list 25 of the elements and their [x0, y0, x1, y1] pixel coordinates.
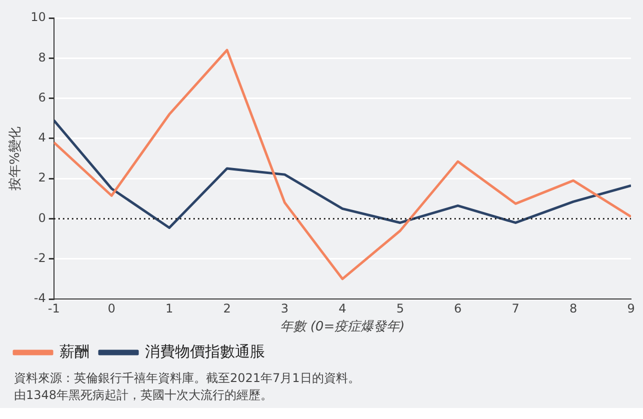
y-tick-label: -2: [34, 250, 46, 265]
y-tick-label: 8: [38, 50, 46, 64]
y-tick-label: 0: [38, 210, 46, 225]
x-tick-label: 3: [280, 301, 289, 316]
text: 由1348年黑死病起計，英國十次大流行的經歷。: [14, 387, 274, 404]
x-axis-title: 年數 (0=疫症爆發年): [280, 320, 405, 335]
x-tick-label: 6: [454, 301, 462, 316]
x-tick-label: 9: [627, 301, 635, 316]
legend-label: 消費物價指數通脹: [145, 342, 265, 360]
y-tick-label: 6: [38, 90, 46, 104]
y-tick-label: 10: [30, 10, 46, 24]
x-tick-label: 4: [338, 301, 346, 316]
y-tick-label: -4: [34, 291, 46, 306]
y-axis-title: 按年%變化: [8, 126, 24, 191]
x-tick-label: 7: [512, 301, 520, 316]
x-tick-label: 1: [165, 301, 174, 316]
x-tick-label: 0: [108, 301, 116, 316]
y-tick-label: 2: [38, 170, 46, 185]
x-tick-label: 5: [396, 301, 404, 316]
x-tick-label: 8: [569, 301, 578, 316]
x-tick-label: -1: [48, 301, 60, 316]
y-tick-label: 4: [38, 130, 46, 145]
source-note: 資料來源：英倫銀行千禧年資料庫。截至2021年7月1日的資料。: [14, 370, 361, 387]
x-tick-label: 2: [223, 301, 231, 316]
legend-label: 薪酬: [60, 342, 90, 360]
